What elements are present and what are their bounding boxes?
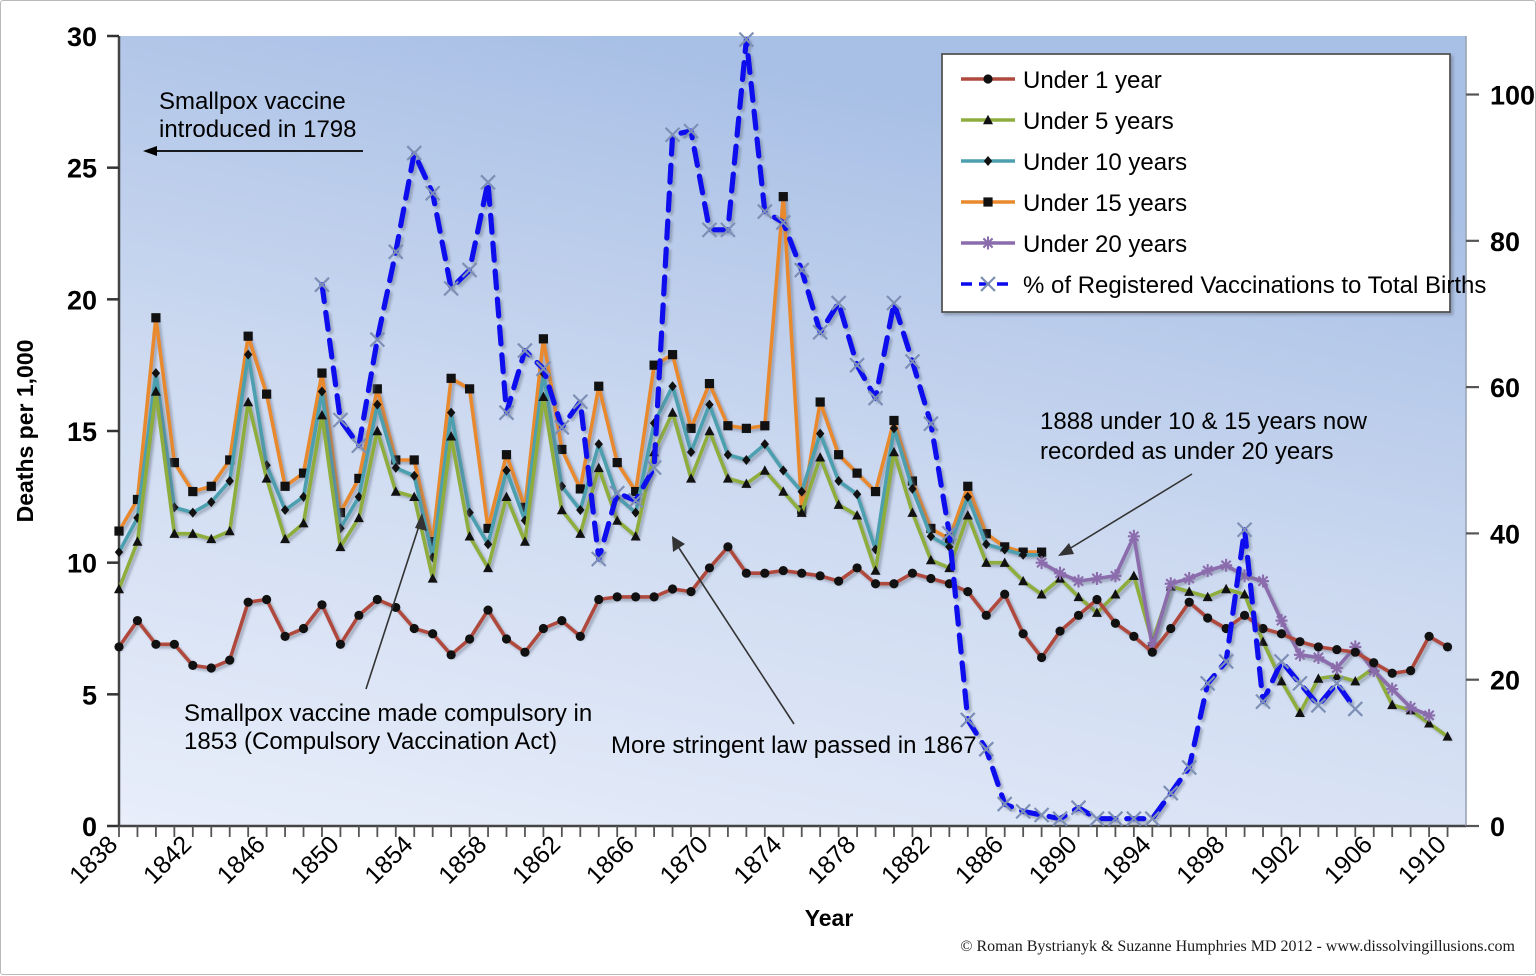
y-tick-label: 0 bbox=[82, 812, 97, 842]
series-under-1-year bbox=[114, 542, 1453, 678]
copyright-text: © Roman Bystrianyk & Suzanne Humphries M… bbox=[960, 938, 1515, 955]
legend-item-under-10-years[interactable]: Under 10 years bbox=[961, 149, 1187, 176]
x-tick-label: 1838 bbox=[64, 830, 123, 889]
annotation-compulsory-1853: Smallpox vaccine made compulsory in 1853… bbox=[184, 513, 592, 755]
legend-marker-icon bbox=[980, 276, 996, 292]
y-tick-label: 15 bbox=[67, 417, 97, 447]
legend-item-under-5-years[interactable]: Under 5 years bbox=[961, 108, 1174, 135]
y-tick-label: 30 bbox=[67, 22, 97, 52]
x-tick-label: 1862 bbox=[507, 830, 566, 889]
x-tick-label: 1858 bbox=[433, 830, 492, 889]
data-series-layer bbox=[114, 31, 1453, 827]
x-tick-label: 1890 bbox=[1024, 830, 1083, 889]
annotation-line-1: Smallpox vaccine made compulsory in bbox=[184, 700, 592, 727]
legend-label: Under 20 years bbox=[1023, 231, 1187, 258]
x-tick-label: 1886 bbox=[950, 830, 1009, 889]
arrow-up-icon bbox=[365, 513, 427, 690]
y-tick-label-right: 80 bbox=[1490, 227, 1520, 257]
annotation-line-1: 1888 under 10 & 15 years now bbox=[1040, 408, 1368, 435]
x-tick-label: 1846 bbox=[212, 830, 271, 889]
y-axis-left-ticks: 0 5 10 15 20 25 30 bbox=[67, 22, 119, 842]
annotation-vaccine-introduced: Smallpox vaccine introduced in 1798 bbox=[143, 88, 363, 156]
x-tick-label: 1894 bbox=[1097, 830, 1156, 889]
x-tick-label: 1874 bbox=[728, 830, 787, 889]
x-tick-label: 1906 bbox=[1319, 830, 1378, 889]
legend-label: % of Registered Vaccinations to Total Bi… bbox=[1023, 272, 1486, 299]
x-tick-label: 1850 bbox=[286, 830, 345, 889]
legend-marker-icon bbox=[982, 236, 994, 250]
legend-item-under-1-year[interactable]: Under 1 year bbox=[961, 67, 1162, 94]
x-axis-title: Year bbox=[805, 905, 854, 931]
x-tick-label: 1898 bbox=[1171, 830, 1230, 889]
legend: Under 1 year Under 5 years Under 10 years U… bbox=[941, 53, 1486, 313]
annotation-stringent-1867: More stringent law passed in 1867 bbox=[611, 536, 977, 759]
annotation-line-2: introduced in 1798 bbox=[159, 116, 356, 143]
y-tick-label: 25 bbox=[67, 154, 97, 184]
x-tick-label: 1842 bbox=[138, 830, 197, 889]
x-tick-label: 1870 bbox=[655, 830, 714, 889]
y-tick-label: 5 bbox=[82, 680, 97, 710]
annotation-recorded-1888: 1888 under 10 & 15 years now recorded as… bbox=[1040, 408, 1368, 556]
y-tick-label-right: 100 bbox=[1490, 81, 1535, 111]
legend-marker-icon bbox=[983, 156, 993, 166]
x-tick-label: 1910 bbox=[1393, 830, 1452, 889]
x-tick-label: 1902 bbox=[1245, 830, 1304, 889]
y-axis-right-ticks: 0 20 40 60 80 100 bbox=[1466, 81, 1535, 842]
legend-marker-icon bbox=[983, 197, 993, 207]
x-tick-label: 1866 bbox=[581, 830, 640, 889]
series-under-10-years bbox=[114, 349, 1046, 563]
legend-label: Under 15 years bbox=[1023, 190, 1187, 217]
y-tick-label-right: 40 bbox=[1490, 519, 1520, 549]
x-tick-label: 1854 bbox=[359, 830, 418, 889]
x-tick-label: 1882 bbox=[876, 830, 935, 889]
y-tick-label-right: 60 bbox=[1490, 373, 1520, 403]
annotation-line-1: Smallpox vaccine bbox=[159, 88, 346, 115]
arrow-down-left-icon bbox=[1058, 473, 1193, 556]
legend-item-of-registered-vaccinations-to-total-births[interactable]: % of Registered Vaccinations to Total Bi… bbox=[961, 272, 1486, 299]
x-tick-label: 1878 bbox=[802, 830, 861, 889]
legend-label: Under 1 year bbox=[1023, 67, 1162, 94]
legend-label: Under 10 years bbox=[1023, 149, 1187, 176]
legend-item-under-20-years[interactable]: Under 20 years bbox=[961, 231, 1187, 258]
y-tick-label-right: 0 bbox=[1490, 812, 1505, 842]
legend-marker-icon bbox=[983, 74, 993, 84]
annotation-line-2: 1853 (Compulsory Vaccination Act) bbox=[184, 728, 557, 755]
legend-marker-icon bbox=[983, 114, 993, 125]
arrow-up-icon bbox=[672, 536, 795, 725]
y-tick-label: 20 bbox=[67, 285, 97, 315]
y-axis-title: Deaths per 1,000 bbox=[12, 340, 38, 523]
x-axis-ticks: 1838 1842 1846 1850 1854 1858 1862 1866 1870 1874… bbox=[64, 826, 1452, 890]
arrow-left-icon bbox=[143, 146, 363, 156]
y-tick-label-right: 20 bbox=[1490, 666, 1520, 696]
series-of-registered-vaccinations-to-total-births bbox=[314, 31, 1364, 827]
legend-label: Under 5 years bbox=[1023, 108, 1174, 135]
series-under-5-years bbox=[114, 386, 1453, 741]
legend-item-under-15-years[interactable]: Under 15 years bbox=[961, 190, 1187, 217]
y-tick-label: 10 bbox=[67, 549, 97, 579]
annotation-line-1: More stringent law passed in 1867 bbox=[611, 732, 977, 759]
series-under-20-years bbox=[1035, 529, 1436, 722]
annotation-line-2: recorded as under 20 years bbox=[1040, 438, 1334, 465]
